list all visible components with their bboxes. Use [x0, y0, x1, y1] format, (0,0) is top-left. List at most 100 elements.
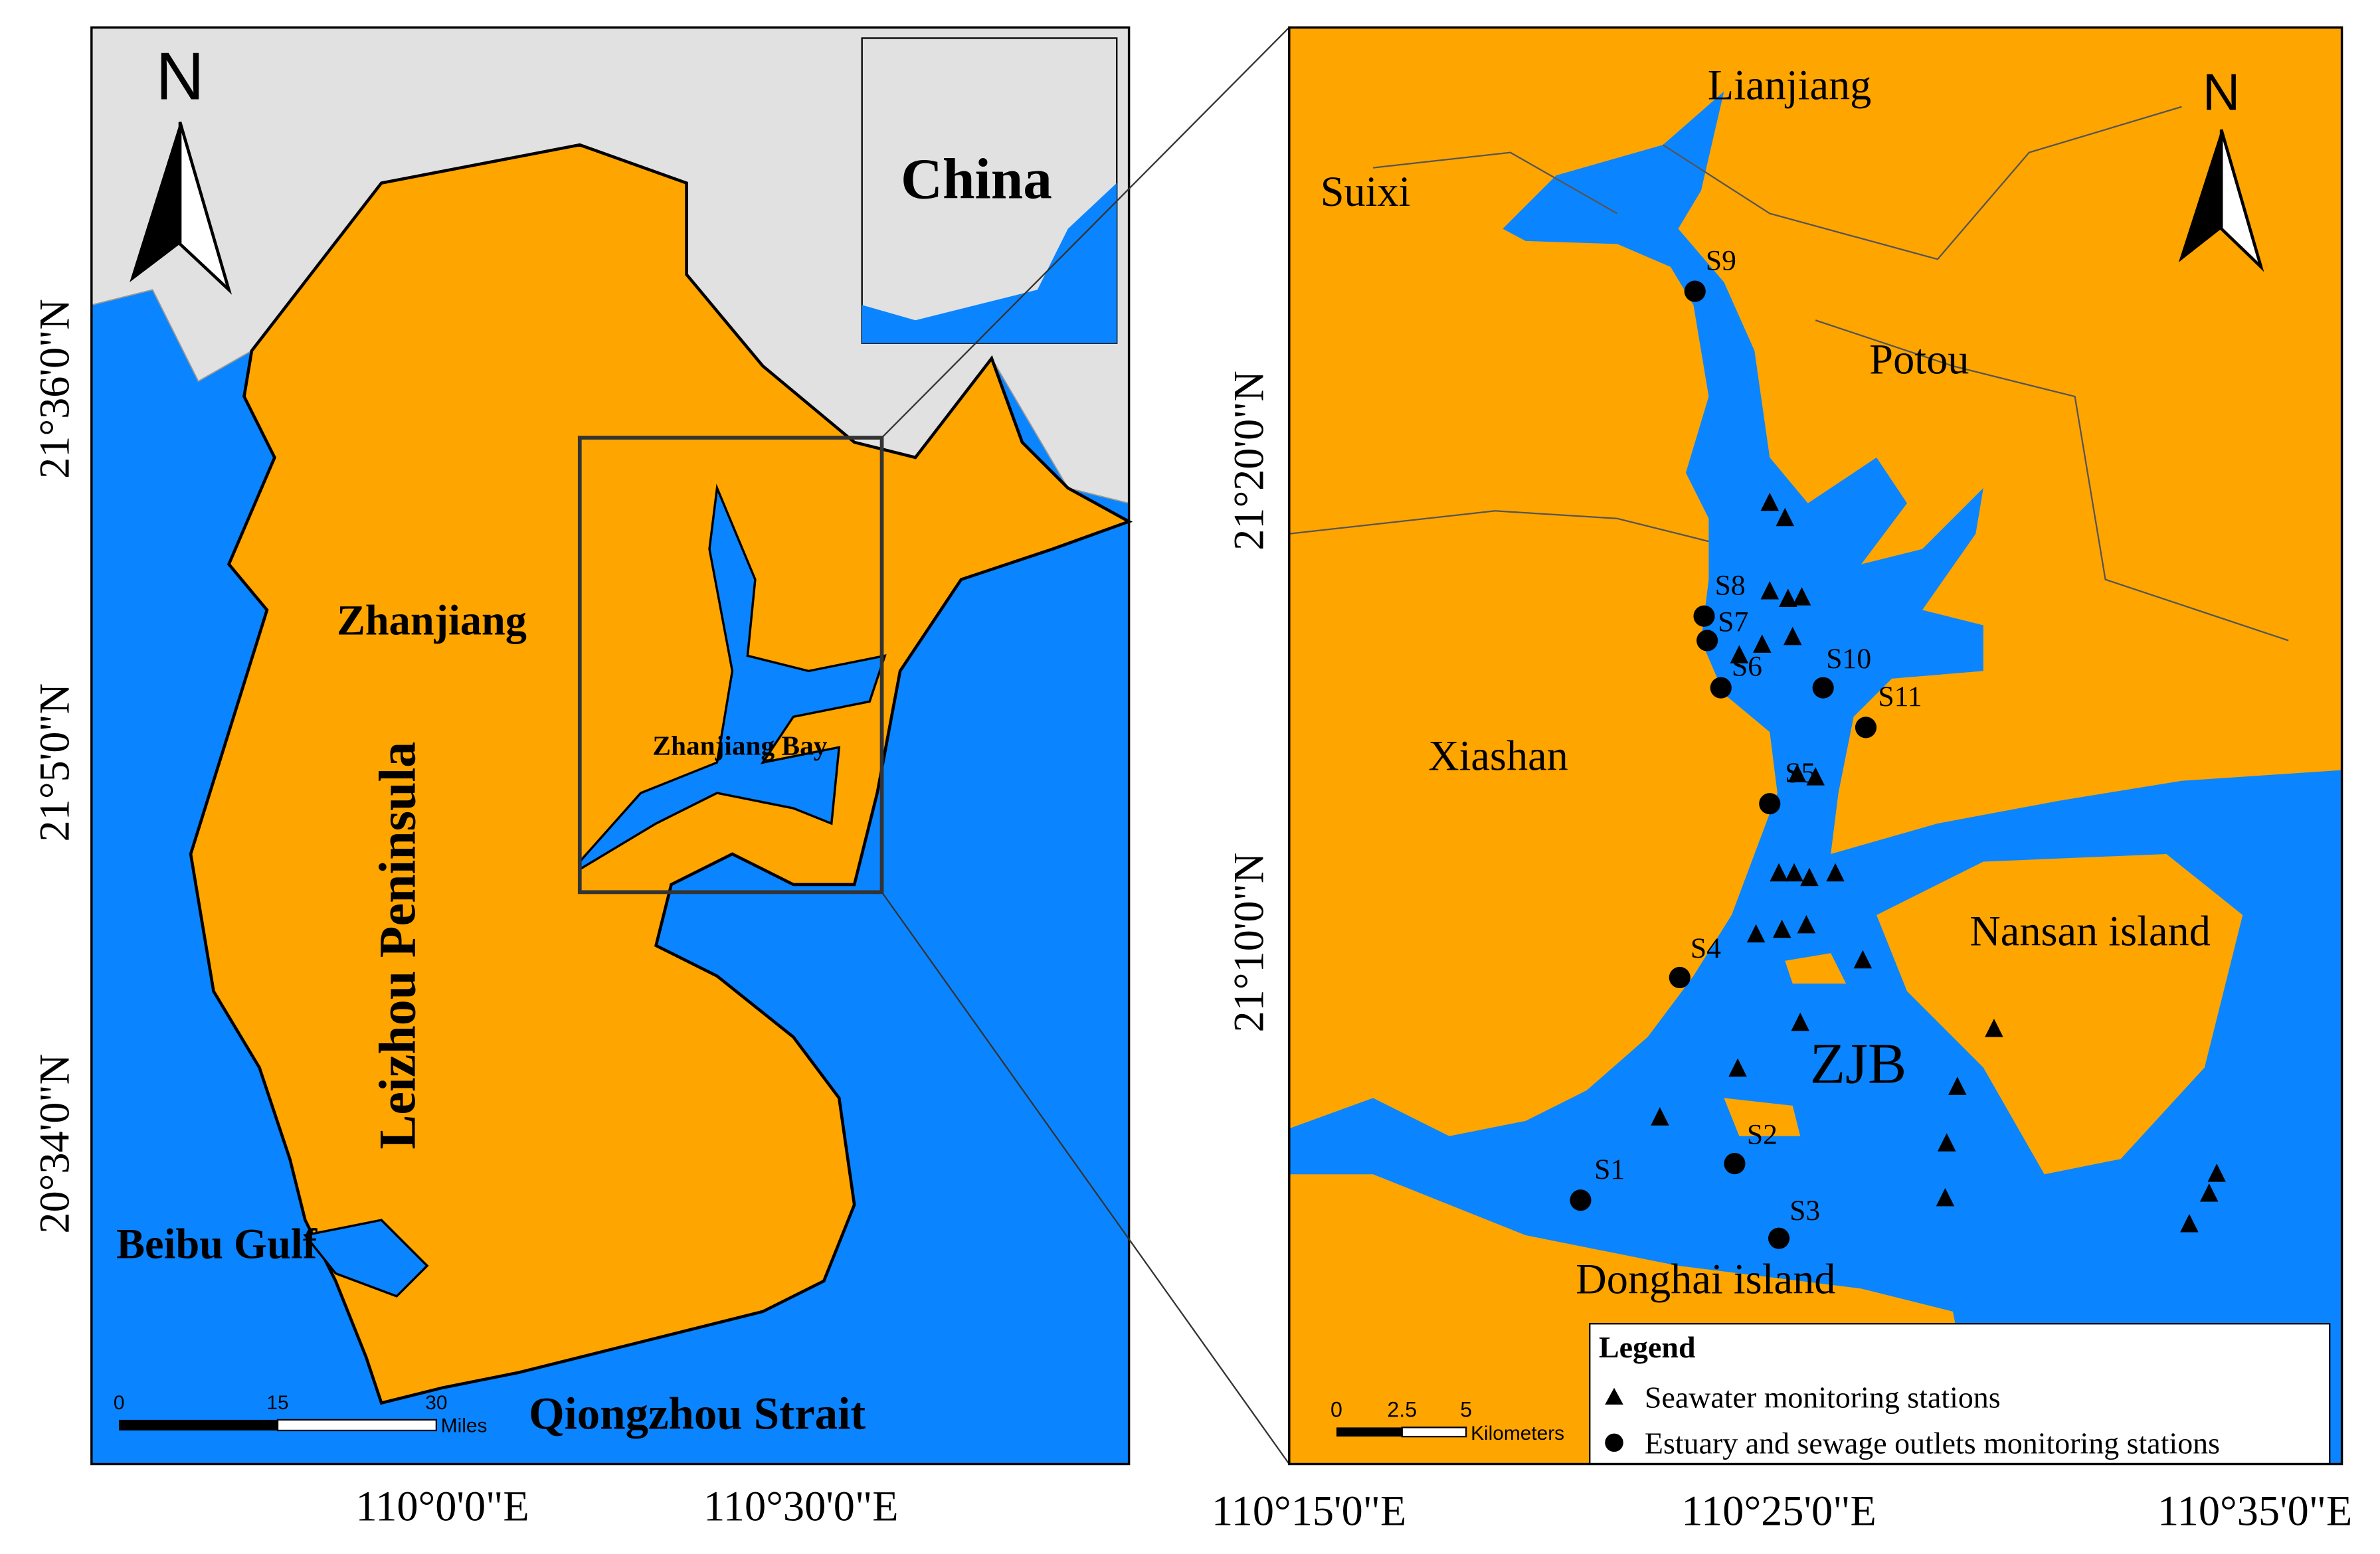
station-label: S1 — [1594, 1154, 1625, 1185]
place-label: Beibu Gulf — [116, 1221, 318, 1268]
seawater-station — [1770, 863, 1788, 882]
left-map: China N Zhanjiang Leizhou Peninsula Zhan… — [31, 26, 1133, 1529]
scale-bar — [276, 1419, 438, 1432]
legend — [1589, 1323, 2331, 1465]
place-label: Nansan island — [1969, 908, 2211, 955]
seawater-station — [1937, 1133, 1956, 1152]
scale-bar — [119, 1419, 278, 1430]
island — [1724, 1098, 1801, 1136]
boundary — [1289, 106, 2289, 642]
seawater-station — [1792, 587, 1811, 606]
peninsula — [189, 143, 1133, 1405]
scale-label: 0 — [1330, 1397, 1342, 1421]
place-label: Donghai island — [1576, 1255, 1835, 1302]
lon-label: 110°15'0"E — [1212, 1487, 1406, 1534]
seawater-station — [1785, 863, 1803, 882]
inlet — [303, 1219, 429, 1298]
station-label: S9 — [1706, 244, 1736, 276]
outlet-station — [1693, 605, 1715, 627]
place-label: Lianjiang — [1708, 61, 1871, 108]
place-label: Suixi — [1321, 168, 1411, 215]
outlet-station — [1855, 717, 1877, 738]
station-label: S2 — [1747, 1118, 1778, 1150]
seawater-station — [1772, 919, 1791, 938]
seawater-station — [1776, 507, 1795, 527]
scale-label: 2.5 — [1387, 1397, 1417, 1421]
north-arrow — [178, 122, 232, 295]
legend-symbol — [1605, 1387, 1623, 1405]
inset-sea — [862, 183, 1117, 343]
outlet-station — [1768, 1227, 1790, 1249]
place-label: Zhanjiang — [337, 596, 527, 644]
seawater-station — [1853, 950, 1873, 969]
outlet-station — [1710, 677, 1732, 699]
zoom-line — [881, 891, 1290, 1465]
place-label: Potou — [1869, 336, 1969, 383]
seawater-station — [1791, 1012, 1809, 1031]
lat-label: 20°34'0"N — [31, 1054, 78, 1234]
legend-item: Estuary and sewage outlets monitoring st… — [1645, 1426, 2220, 1460]
seawater-station — [2199, 1183, 2219, 1202]
seawater-station — [1760, 580, 1780, 600]
station-label: S3 — [1789, 1195, 1820, 1227]
scale-label: 0 — [114, 1392, 125, 1414]
frame — [1288, 26, 2343, 1466]
lon-label: 110°0'0"E — [355, 1482, 529, 1529]
scale-label: 5 — [1460, 1397, 1472, 1421]
place-label: ZJB — [1810, 1031, 1906, 1095]
seawater-station — [1806, 767, 1825, 786]
seawater-station — [1760, 492, 1780, 511]
seawater-station — [1787, 764, 1807, 783]
seawater-station — [1985, 1018, 2003, 1037]
lat-label: 21°10'0"N — [1226, 853, 1273, 1033]
place-label: Xiashan — [1428, 733, 1568, 780]
seawater-station — [1783, 626, 1802, 646]
place-label: Leizhou Peninsula — [369, 742, 426, 1150]
right-map: Lianjiang Suixi Potou Xiashan Nansan isl… — [1212, 26, 2352, 1534]
station-label: S7 — [1718, 606, 1748, 638]
scale-bar — [1336, 1427, 1402, 1437]
outlet-station — [1669, 966, 1691, 989]
lat-label: 21°36'0"N — [31, 299, 78, 479]
place-label: Qiongzhou Strait — [529, 1389, 866, 1439]
outlet-station — [1696, 630, 1718, 651]
zoom-box — [577, 436, 884, 895]
outlet-station — [1812, 677, 1834, 699]
legend-item: Seawater monitoring stations — [1645, 1381, 2001, 1415]
place-label: Zhanjiang Bay — [652, 731, 827, 761]
station-label: S5 — [1785, 757, 1815, 789]
seawater-station — [1746, 924, 1766, 943]
seawater-station — [1728, 1058, 1747, 1077]
north-arrow — [130, 122, 181, 282]
outlet-station — [1759, 793, 1781, 815]
lon-label: 110°25'0"E — [1681, 1487, 1876, 1534]
zoom-line — [881, 27, 1290, 438]
lat-label: 21°20'0"N — [1226, 371, 1273, 551]
north-label: N — [2203, 62, 2240, 121]
scale-bar — [1401, 1426, 1467, 1438]
seawater-station — [1800, 867, 1819, 887]
frame — [90, 26, 1131, 1466]
station-label: S4 — [1691, 932, 1721, 964]
seawater-station — [1826, 863, 1845, 882]
outlet-station — [1684, 280, 1706, 302]
seawater-station — [1779, 588, 1797, 607]
legend-title: Legend — [1599, 1330, 1696, 1364]
island — [1877, 853, 2243, 1175]
lon-label: 110°30'0"E — [703, 1482, 898, 1529]
legend-symbol — [1605, 1433, 1623, 1452]
seawater-station — [1797, 914, 1816, 934]
station-label: S11 — [1878, 681, 1922, 713]
outlet-station — [1724, 1153, 1746, 1175]
seawater-station — [1936, 1187, 1955, 1207]
lon-label: 110°35'0"E — [2157, 1487, 2352, 1534]
zhanjiang-bay — [579, 483, 887, 871]
outlet-station — [1570, 1189, 1592, 1211]
seawater-station — [2180, 1213, 2199, 1233]
north-arrow — [2219, 129, 2264, 272]
seawater-station — [1651, 1107, 1669, 1126]
scale-label: 30 — [425, 1392, 447, 1414]
station-label: S10 — [1826, 643, 1871, 675]
